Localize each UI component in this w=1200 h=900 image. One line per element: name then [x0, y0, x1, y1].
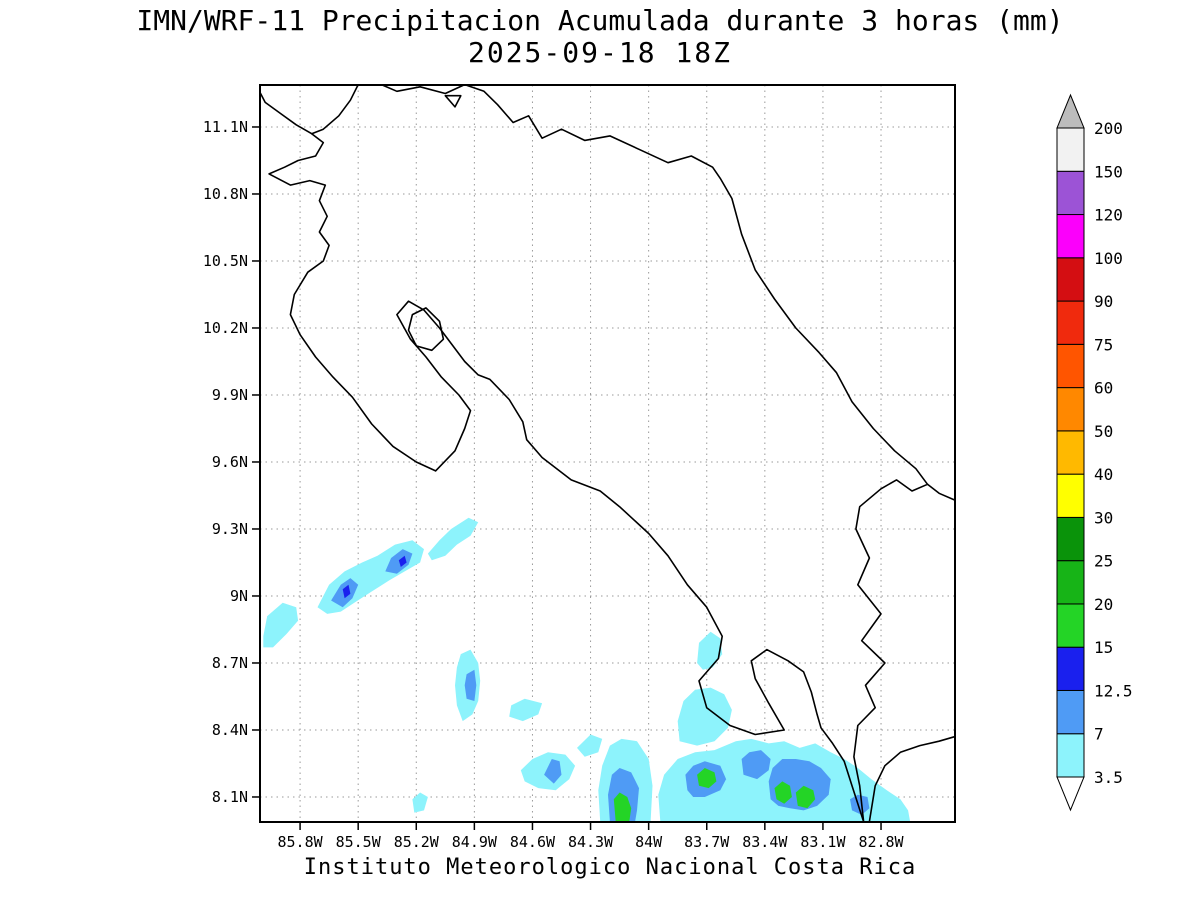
lat-tick-label: 9N — [230, 587, 248, 605]
colorbar-label: 60 — [1094, 379, 1113, 398]
precip-area-3.5mm — [317, 540, 424, 614]
precip-area-3.5mm — [577, 734, 603, 757]
colorbar-band-150 — [1056, 127, 1085, 172]
precip-area-3.5mm — [697, 631, 723, 670]
lat-tick-label: 10.2N — [203, 319, 248, 337]
colorbar-band-75 — [1056, 300, 1085, 345]
colorbar-band-120 — [1056, 170, 1085, 216]
lon-tick-label: 85.2W — [394, 833, 440, 851]
colorbar-label: 150 — [1094, 162, 1123, 181]
precip-area-3.5mm — [427, 517, 479, 561]
precip-area-7mm — [850, 794, 870, 815]
map-frame-layer — [259, 84, 956, 823]
lake-island — [444, 94, 462, 108]
lon-tick-label: 83.1W — [800, 833, 846, 851]
colorbar-label: 30 — [1094, 508, 1113, 527]
precip-area-7mm — [385, 549, 413, 574]
coastline-layer — [260, 85, 955, 822]
lat-tick-label: 11.1N — [203, 118, 248, 136]
colorbar-label: 3.5 — [1094, 768, 1123, 787]
colorbar-band-30 — [1056, 473, 1085, 518]
lat-tick-label: 10.8N — [203, 185, 248, 203]
colorbar-band-60 — [1056, 343, 1085, 389]
colorbar-band-50 — [1056, 387, 1085, 432]
precip-area-12.5mm — [398, 555, 407, 567]
colorbar-label: 50 — [1094, 422, 1113, 441]
gridlines — [260, 85, 955, 822]
colorbar-band-40 — [1056, 430, 1085, 475]
lat-tick-label: 9.6N — [212, 453, 248, 471]
precip-area-3.5mm — [263, 602, 299, 648]
lon-tick-label: 84.6W — [510, 833, 556, 851]
lon-tick-label: 83.4W — [742, 833, 788, 851]
lat-tick-label: 9.3N — [212, 520, 248, 538]
colorbar-above-max — [1056, 93, 1085, 129]
precip-area-7mm — [544, 759, 562, 784]
colorbar-band-12.5 — [1056, 646, 1085, 691]
precip-area-12.5mm — [342, 584, 351, 599]
colorbar-label: 120 — [1094, 206, 1123, 225]
colorbar-label: 90 — [1094, 292, 1113, 311]
lat-tick-label: 8.4N — [212, 721, 248, 739]
precip-area-7mm — [741, 750, 771, 780]
lat-tick-label: 8.1N — [212, 788, 248, 806]
colorbar-label: 100 — [1094, 249, 1123, 268]
lat-tick-label: 10.5N — [203, 252, 248, 270]
axis-layer: 11.1N 10.8N 10.5N 10.2N 9.9N 9.6N 9.3N 9N 8.7N 8.… — [203, 118, 905, 851]
map-frame — [259, 84, 956, 823]
precip-area-7mm — [464, 669, 477, 701]
colorbar-label: 200 — [1094, 119, 1123, 138]
page-subtitle: 2025-09-18 18Z — [467, 36, 732, 69]
colorbar-label: 40 — [1094, 465, 1113, 484]
colorbar-band-20 — [1056, 560, 1085, 605]
colorbar-below-min — [1056, 776, 1085, 812]
colorbar-label: 7 — [1094, 725, 1104, 744]
colorbar-band-100 — [1056, 214, 1085, 259]
precip-area-3.5mm — [509, 698, 543, 722]
lat-tick-label: 8.7N — [212, 654, 248, 672]
page-title: IMN/WRF-11 Precipitacion Acumulada duran… — [136, 4, 1064, 37]
panama-pacific-coast — [868, 735, 955, 822]
precip-area-3.5mm — [677, 687, 732, 746]
precip-area-15mm — [774, 781, 792, 804]
costa-rica-outline — [268, 85, 929, 822]
colorbar-label: 15 — [1094, 638, 1113, 657]
lon-tick-label: 84.3W — [568, 833, 614, 851]
lon-tick-label: 85.5W — [336, 833, 382, 851]
precip-area-15mm — [795, 785, 816, 809]
colorbar-band-15 — [1056, 603, 1085, 648]
colorbar-label: 20 — [1094, 595, 1113, 614]
precip-area-15mm — [613, 792, 632, 822]
lon-tick-label: 82.8W — [858, 833, 904, 851]
nicaragua-pacific-coast — [260, 90, 313, 135]
precip-area-3.5mm — [412, 792, 428, 813]
colorbar-band-7 — [1056, 689, 1085, 735]
precipitation-layer — [263, 517, 911, 822]
colorbar-band-90 — [1056, 257, 1085, 302]
colorbar: 3.5 7 12.5 15 20 25 30 40 50 60 75 90 100 120 150 200 — [1056, 93, 1133, 812]
colorbar-band-25 — [1056, 516, 1085, 562]
lon-tick-label: 85.8W — [278, 833, 324, 851]
lat-tick-label: 9.9N — [212, 386, 248, 404]
colorbar-label: 25 — [1094, 552, 1113, 571]
panama-caribbean-coast — [926, 483, 955, 501]
isla-chira — [407, 307, 445, 352]
colorbar-label: 75 — [1094, 335, 1113, 354]
colorbar-band-3.5 — [1056, 733, 1085, 778]
precip-area-15mm — [697, 768, 717, 789]
footer-caption: Instituto Meteorologico Nacional Costa R… — [303, 855, 917, 880]
lon-tick-label: 84W — [635, 833, 663, 851]
lon-tick-label: 84.9W — [452, 833, 498, 851]
colorbar-label: 12.5 — [1094, 681, 1133, 700]
lon-tick-label: 83.7W — [684, 833, 730, 851]
